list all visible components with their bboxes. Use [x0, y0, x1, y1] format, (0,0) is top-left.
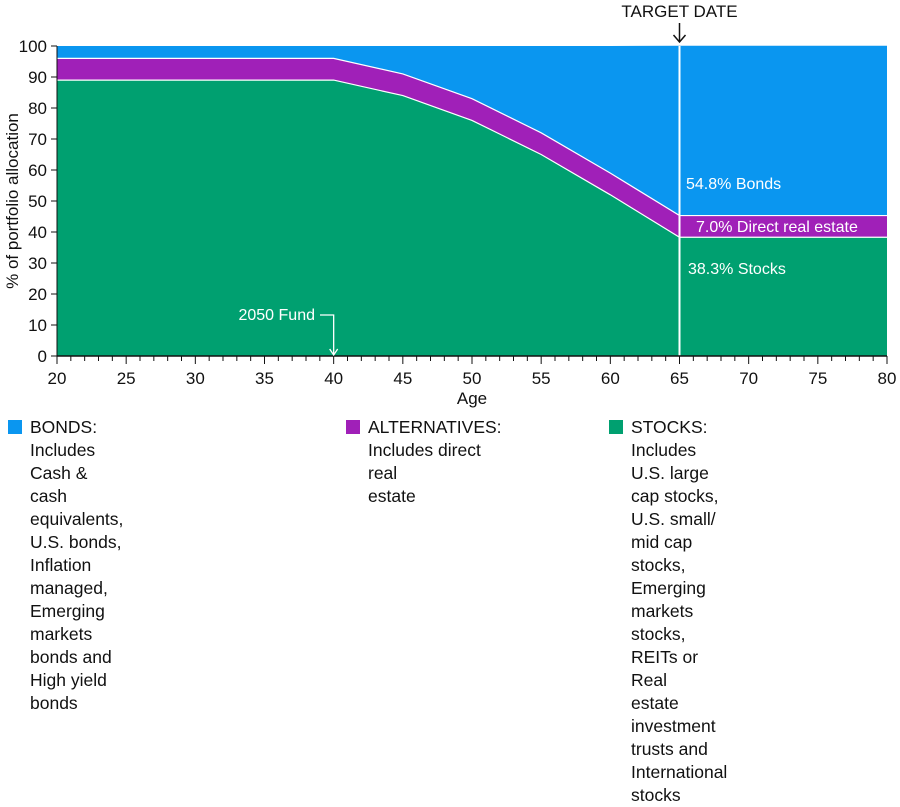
y-tick-label: 50: [28, 192, 47, 211]
x-tick-label: 75: [808, 369, 827, 388]
fund-marker-label: 2050 Fund: [238, 307, 315, 324]
y-tick-label: 100: [19, 37, 47, 56]
x-tick-label: 80: [878, 369, 897, 388]
target-date-label: TARGET DATE: [621, 2, 737, 21]
x-tick-label: 55: [532, 369, 551, 388]
x-tick-label: 70: [739, 369, 758, 388]
x-tick-label: 60: [601, 369, 620, 388]
fund-marker-arrow-head: [329, 348, 339, 357]
y-tick-label: 10: [28, 316, 47, 335]
bonds-swatch: [8, 420, 22, 434]
x-tick-label: 35: [255, 369, 274, 388]
x-axis-title: Age: [457, 389, 487, 408]
stocks-swatch: [609, 420, 623, 434]
x-tick-label: 45: [393, 369, 412, 388]
y-tick-label: 80: [28, 99, 47, 118]
legend-bonds-text: BONDS: Includes Cash & cash equivalents, …: [30, 417, 124, 713]
y-tick-label: 70: [28, 130, 47, 149]
alternatives-percent-label: 7.0% Direct real estate: [696, 219, 858, 236]
target-date-arrow-head: [672, 34, 687, 44]
x-tick-label: 65: [670, 369, 689, 388]
x-tick-label: 40: [324, 369, 343, 388]
legend-stocks-text: STOCKS: Includes U.S. large cap stocks, U…: [631, 417, 728, 805]
y-tick-label: 20: [28, 285, 47, 304]
band-separator-1: [57, 57, 887, 217]
band-separator-0: [57, 79, 887, 238]
area-alternatives: [57, 58, 887, 238]
y-tick-label: 30: [28, 254, 47, 273]
x-tick-label: 30: [186, 369, 205, 388]
y-tick-label: 90: [28, 68, 47, 87]
alternatives-swatch: [346, 420, 360, 434]
legend-alternatives-text: ALTERNATIVES: Includes direct real estate: [368, 417, 502, 506]
y-axis-title: % of portfolio allocation: [3, 113, 22, 289]
y-tick-label: 60: [28, 161, 47, 180]
bonds-percent-label: 54.8% Bonds: [686, 176, 781, 193]
glide-path-chart: 20 25 30 35 40 45 50 55 60 65 70 75 80 0 10 20 30 40 50 60 7…: [3, 2, 897, 408]
x-tick-label: 25: [117, 369, 136, 388]
stocks-percent-label: 38.3% Stocks: [688, 261, 786, 278]
x-tick-label: 50: [463, 369, 482, 388]
y-tick-label: 0: [38, 347, 47, 366]
y-tick-label: 40: [28, 223, 47, 242]
x-tick-label: 20: [48, 369, 67, 388]
fund-marker-line: [320, 314, 335, 355]
